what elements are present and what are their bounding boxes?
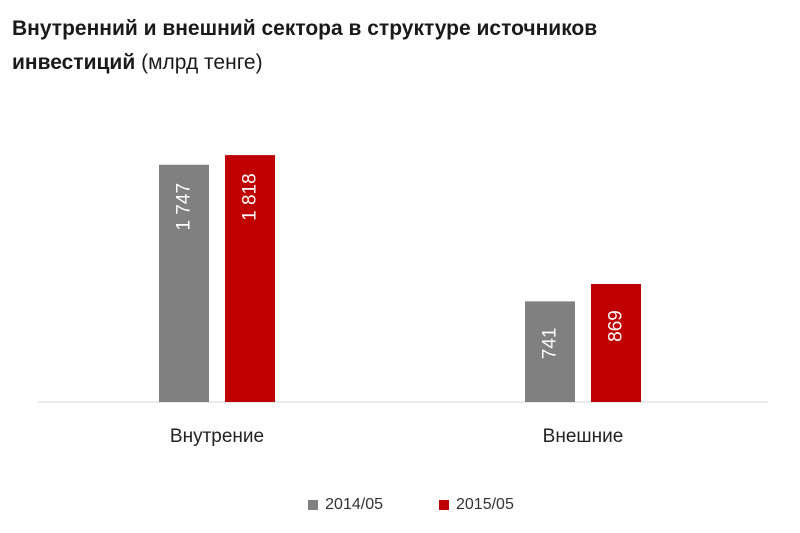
legend-label: 2015/05: [456, 496, 514, 513]
bar-value-label: 869: [606, 310, 627, 342]
legend-swatch-red: [439, 500, 449, 510]
bar-2015-05-0: [225, 155, 275, 402]
bar-2014-05-0: [159, 164, 209, 402]
legend-item-2015-05: 2015/05: [417, 496, 514, 514]
legend-swatch-gray: [308, 500, 319, 510]
bar-value-label: 1 747: [174, 183, 195, 231]
bar-value-label: 741: [540, 328, 561, 360]
category-label: Внутрение: [170, 426, 264, 447]
legend: 2014/05 2015/05: [0, 496, 800, 514]
bar-value-label: 1 818: [240, 173, 261, 221]
chart-title-unit: (млрд тенге): [141, 51, 263, 74]
chart-title: Внутренний и внешний сектора в структуре…: [12, 12, 652, 80]
category-label: Внешние: [543, 426, 624, 447]
legend-item-2014-05: 2014/05: [286, 496, 383, 514]
bar-2015-05-1: [591, 283, 641, 402]
bar-2014-05-1: [525, 301, 575, 402]
legend-label: 2014/05: [325, 496, 383, 513]
chart-title-text: Внутренний и внешний сектора в структуре…: [12, 17, 598, 74]
